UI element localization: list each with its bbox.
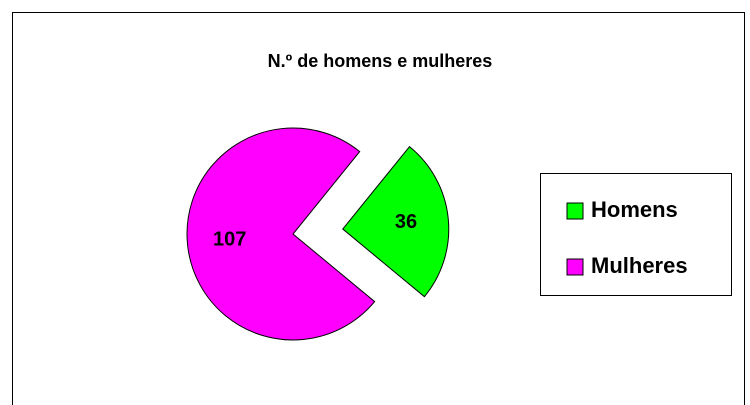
data-label: 107 [213,229,246,251]
legend-swatch [566,258,584,276]
pie-slice [186,127,376,341]
legend-label: Homens [591,197,678,222]
chart-title: N.º de homens e mulheres [268,51,493,71]
legend-swatch [566,202,584,220]
data-label: 36 [395,211,417,233]
legend-label: Mulheres [591,253,688,278]
pie-slice [342,145,450,298]
